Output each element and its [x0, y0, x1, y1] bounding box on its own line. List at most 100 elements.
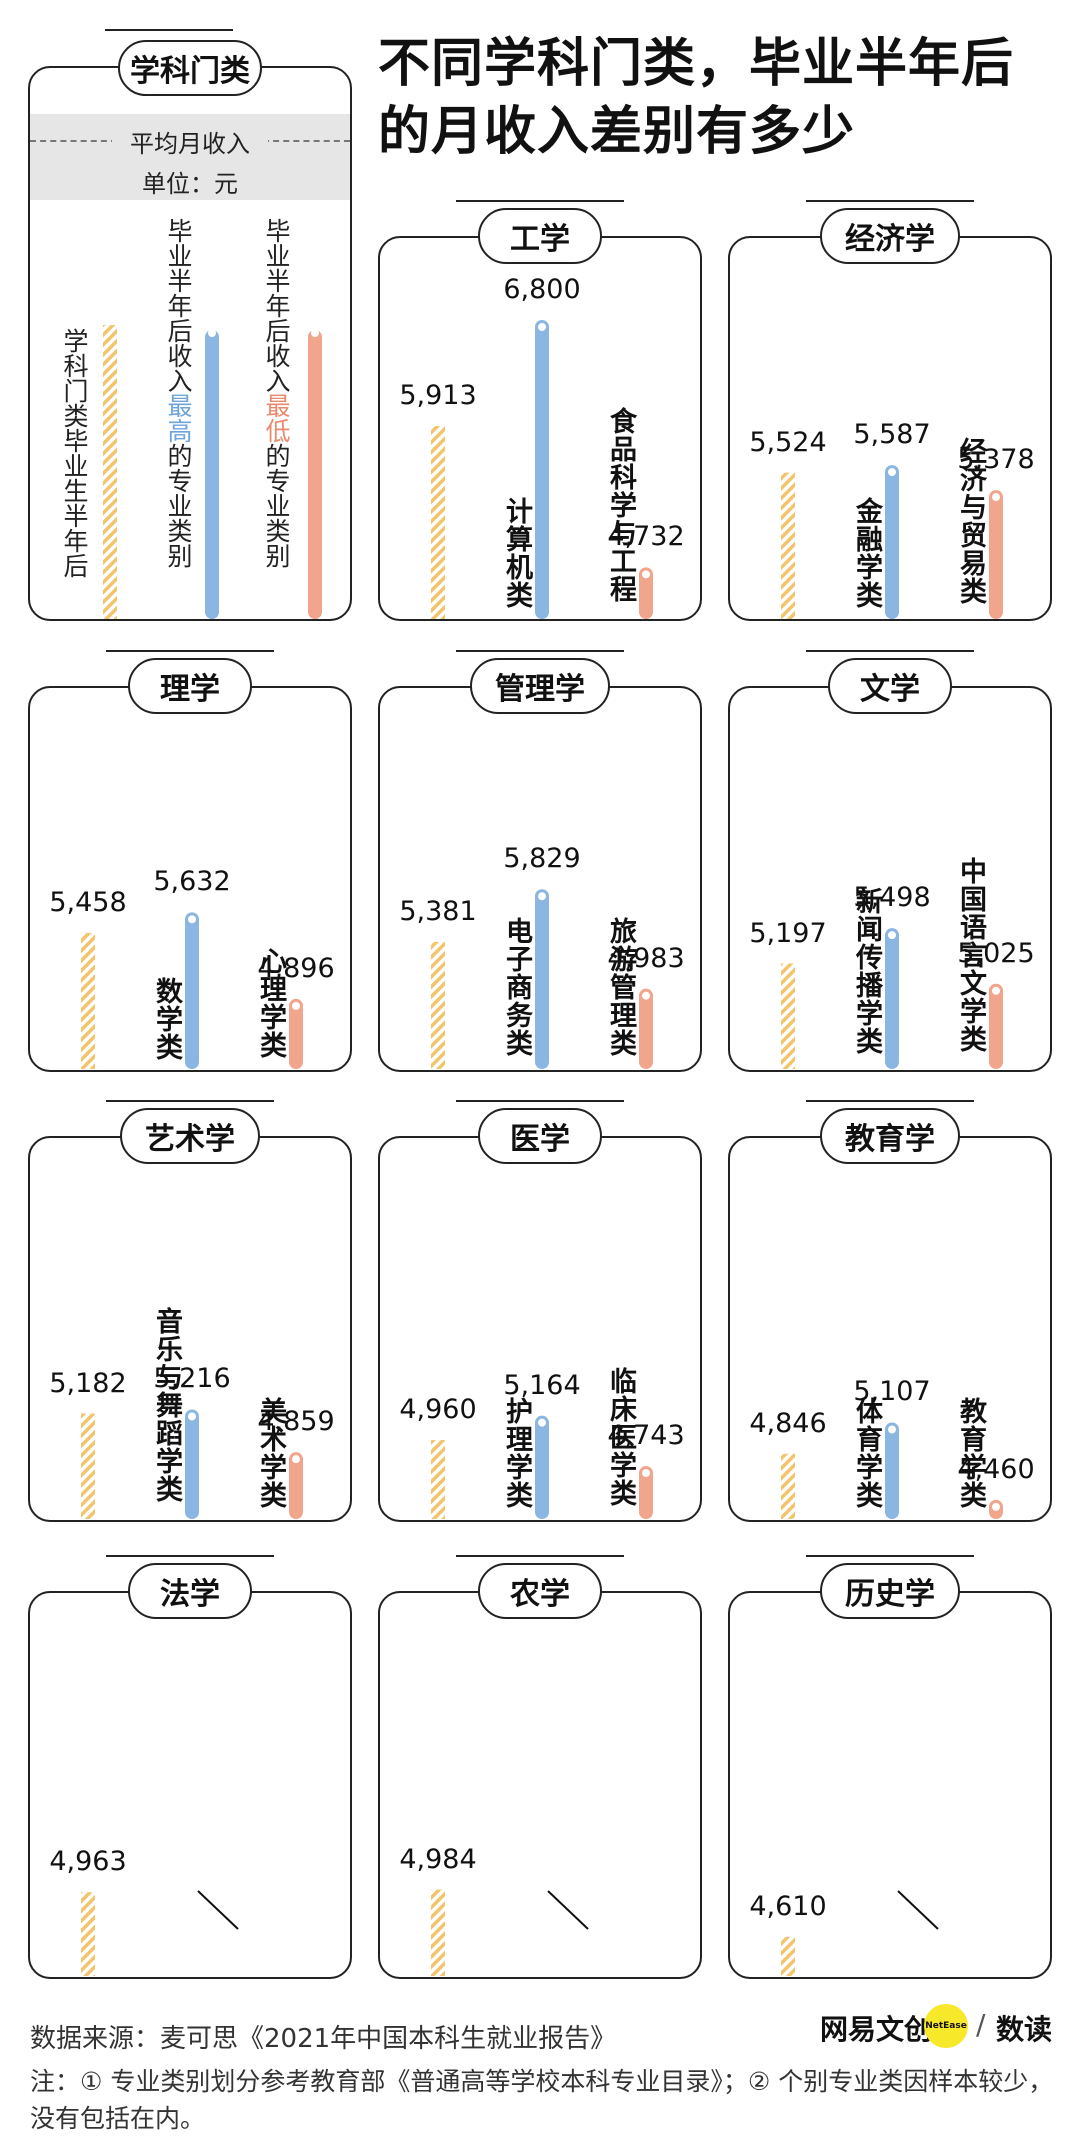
panel-title: 艺术学	[120, 1108, 260, 1164]
panel-title: 法学	[128, 1563, 252, 1619]
panel-tab-line	[806, 650, 974, 652]
avg-value-label: 5,524	[749, 426, 827, 458]
panel-tab-line	[456, 650, 624, 652]
legend-col1-text: 学科门类毕业生半年后	[60, 328, 89, 578]
avg-value-label: 4,846	[749, 1407, 827, 1439]
avg-value-label: 4,984	[399, 1843, 477, 1875]
low-value-label: 5,378	[957, 444, 1035, 476]
panel-tab-line	[106, 1555, 274, 1557]
low-value-label: 4,859	[257, 1406, 335, 1438]
high-value-label: 6,800	[503, 274, 581, 305]
data-source: 数据来源：麦可思《2021年中国本科生就业报告》	[30, 2024, 617, 2054]
legend-avg-label: 平均月收入	[112, 124, 268, 159]
low-value-label: 4,896	[257, 952, 335, 984]
panel-tab-line	[456, 200, 624, 202]
legend-avg-bar	[103, 325, 117, 619]
legend-col3-highlight: 最低	[262, 393, 291, 443]
high-category-label: 护理学类	[501, 1397, 532, 1509]
legend-col2-post: 的专业类别	[164, 443, 193, 568]
avg-value-label: 5,182	[49, 1367, 127, 1399]
panel-tab-line	[106, 650, 274, 652]
panel-tab-line	[806, 200, 974, 202]
high-value-label: 5,164	[503, 1369, 581, 1401]
legend-low-dot	[311, 329, 319, 337]
low-value-label: 5,025	[957, 937, 1035, 969]
high-category-label: 电子商务类	[501, 917, 532, 1057]
legend-unit: 单位：元	[142, 170, 238, 198]
footnote: 注：① 专业类别划分参考教育部《普通高等学校本科专业目录》；② 个别专业类因样本…	[30, 2067, 1054, 2133]
legend-col2-highlight: 最高	[164, 393, 193, 443]
legend-col2-text: 毕业半年后收入最高的专业类别	[164, 218, 193, 568]
logo-left-text: 网易文创	[820, 2013, 933, 2046]
low-category-label: 教育学类	[955, 1397, 986, 1509]
low-category-label: 中国语言文学类	[955, 857, 986, 1053]
panel-title: 经济学	[820, 208, 960, 264]
legend-tab-line	[105, 29, 233, 31]
avg-value-label: 4,610	[749, 1890, 827, 1922]
high-category-label: 数学类	[151, 977, 182, 1061]
panel-tab-line	[806, 1100, 974, 1102]
page-title: 不同学科门类，毕业半年后 的月收入差别有多少	[378, 30, 1068, 166]
legend-col3-text: 毕业半年后收入最低的专业类别	[262, 218, 291, 568]
panel-title: 教育学	[820, 1108, 960, 1164]
high-value-label: 5,587	[853, 419, 931, 451]
panel-frame	[728, 1591, 1052, 1979]
logo-badge: NetEase	[924, 2004, 968, 2048]
high-category-label: 金融学类	[851, 497, 882, 609]
legend-tab: 学科门类	[118, 40, 262, 96]
avg-value-label: 5,381	[399, 895, 477, 927]
low-category-label: 经济与贸易类	[955, 437, 986, 605]
panel-frame	[28, 1136, 352, 1522]
avg-value-label: 4,960	[399, 1394, 477, 1426]
avg-value-label: 4,963	[49, 1846, 127, 1878]
panel-title: 历史学	[820, 1563, 960, 1619]
low-category-label: 旅游管理类	[605, 917, 636, 1057]
low-category-label: 临床医学类	[605, 1367, 636, 1507]
legend-high-dot	[208, 329, 216, 337]
high-category-label: 音乐与舞蹈学类	[151, 1307, 182, 1503]
panel-frame	[728, 686, 1052, 1072]
legend-col3-pre: 毕业半年后收入	[262, 218, 291, 393]
avg-value-label: 5,913	[399, 380, 477, 412]
low-value-label: 4,743	[607, 1420, 685, 1452]
legend-low-bar	[308, 330, 322, 619]
title-line-2: 的月收入差别有多少	[378, 102, 856, 162]
low-category-label: 心理学类	[255, 947, 286, 1059]
panel-tab-line	[456, 1100, 624, 1102]
low-category-label: 美术学类	[255, 1397, 286, 1509]
panel-title: 医学	[478, 1108, 602, 1164]
legend-high-bar	[205, 330, 219, 619]
panel-title: 工学	[478, 208, 602, 264]
high-value-label: 5,216	[153, 1363, 231, 1395]
panel-title: 农学	[478, 1563, 602, 1619]
panel-title: 文学	[828, 658, 952, 714]
panel-frame	[378, 1591, 702, 1979]
high-category-label: 新闻传播学类	[851, 887, 882, 1055]
high-value-label: 5,107	[853, 1376, 931, 1408]
panel-title: 理学	[128, 658, 252, 714]
legend-col2-pre: 毕业半年后收入	[164, 218, 193, 393]
high-value-label: 5,498	[853, 882, 931, 914]
panel-tab-line	[456, 1555, 624, 1557]
title-line-1: 不同学科门类，毕业半年后	[378, 34, 1015, 94]
avg-value-label: 5,458	[49, 886, 127, 918]
low-value-label: 4,460	[957, 1453, 1035, 1485]
panel-title: 管理学	[470, 658, 610, 714]
low-value-label: 4,732	[607, 521, 685, 553]
high-category-label: 计算机类	[501, 497, 532, 609]
panel-frame	[378, 1136, 702, 1522]
avg-value-label: 5,197	[749, 917, 827, 949]
legend-bars	[103, 325, 322, 619]
panel-tab-line	[806, 1555, 974, 1557]
high-value-label: 5,829	[503, 843, 581, 875]
brand-logo: 网易文创 NetEase / 数读	[820, 2004, 1060, 2048]
panel-frame	[378, 686, 702, 1072]
legend-col3-post: 的专业类别	[262, 443, 291, 568]
high-value-label: 5,632	[153, 866, 231, 898]
low-category-label: 食品科学与工程	[605, 407, 636, 603]
low-value-label: 4,983	[607, 942, 685, 974]
logo-separator: /	[976, 2008, 986, 2041]
high-category-label: 体育学类	[851, 1397, 882, 1509]
logo-right-text: 数读	[996, 2013, 1053, 2046]
panel-tab-line	[106, 1100, 274, 1102]
